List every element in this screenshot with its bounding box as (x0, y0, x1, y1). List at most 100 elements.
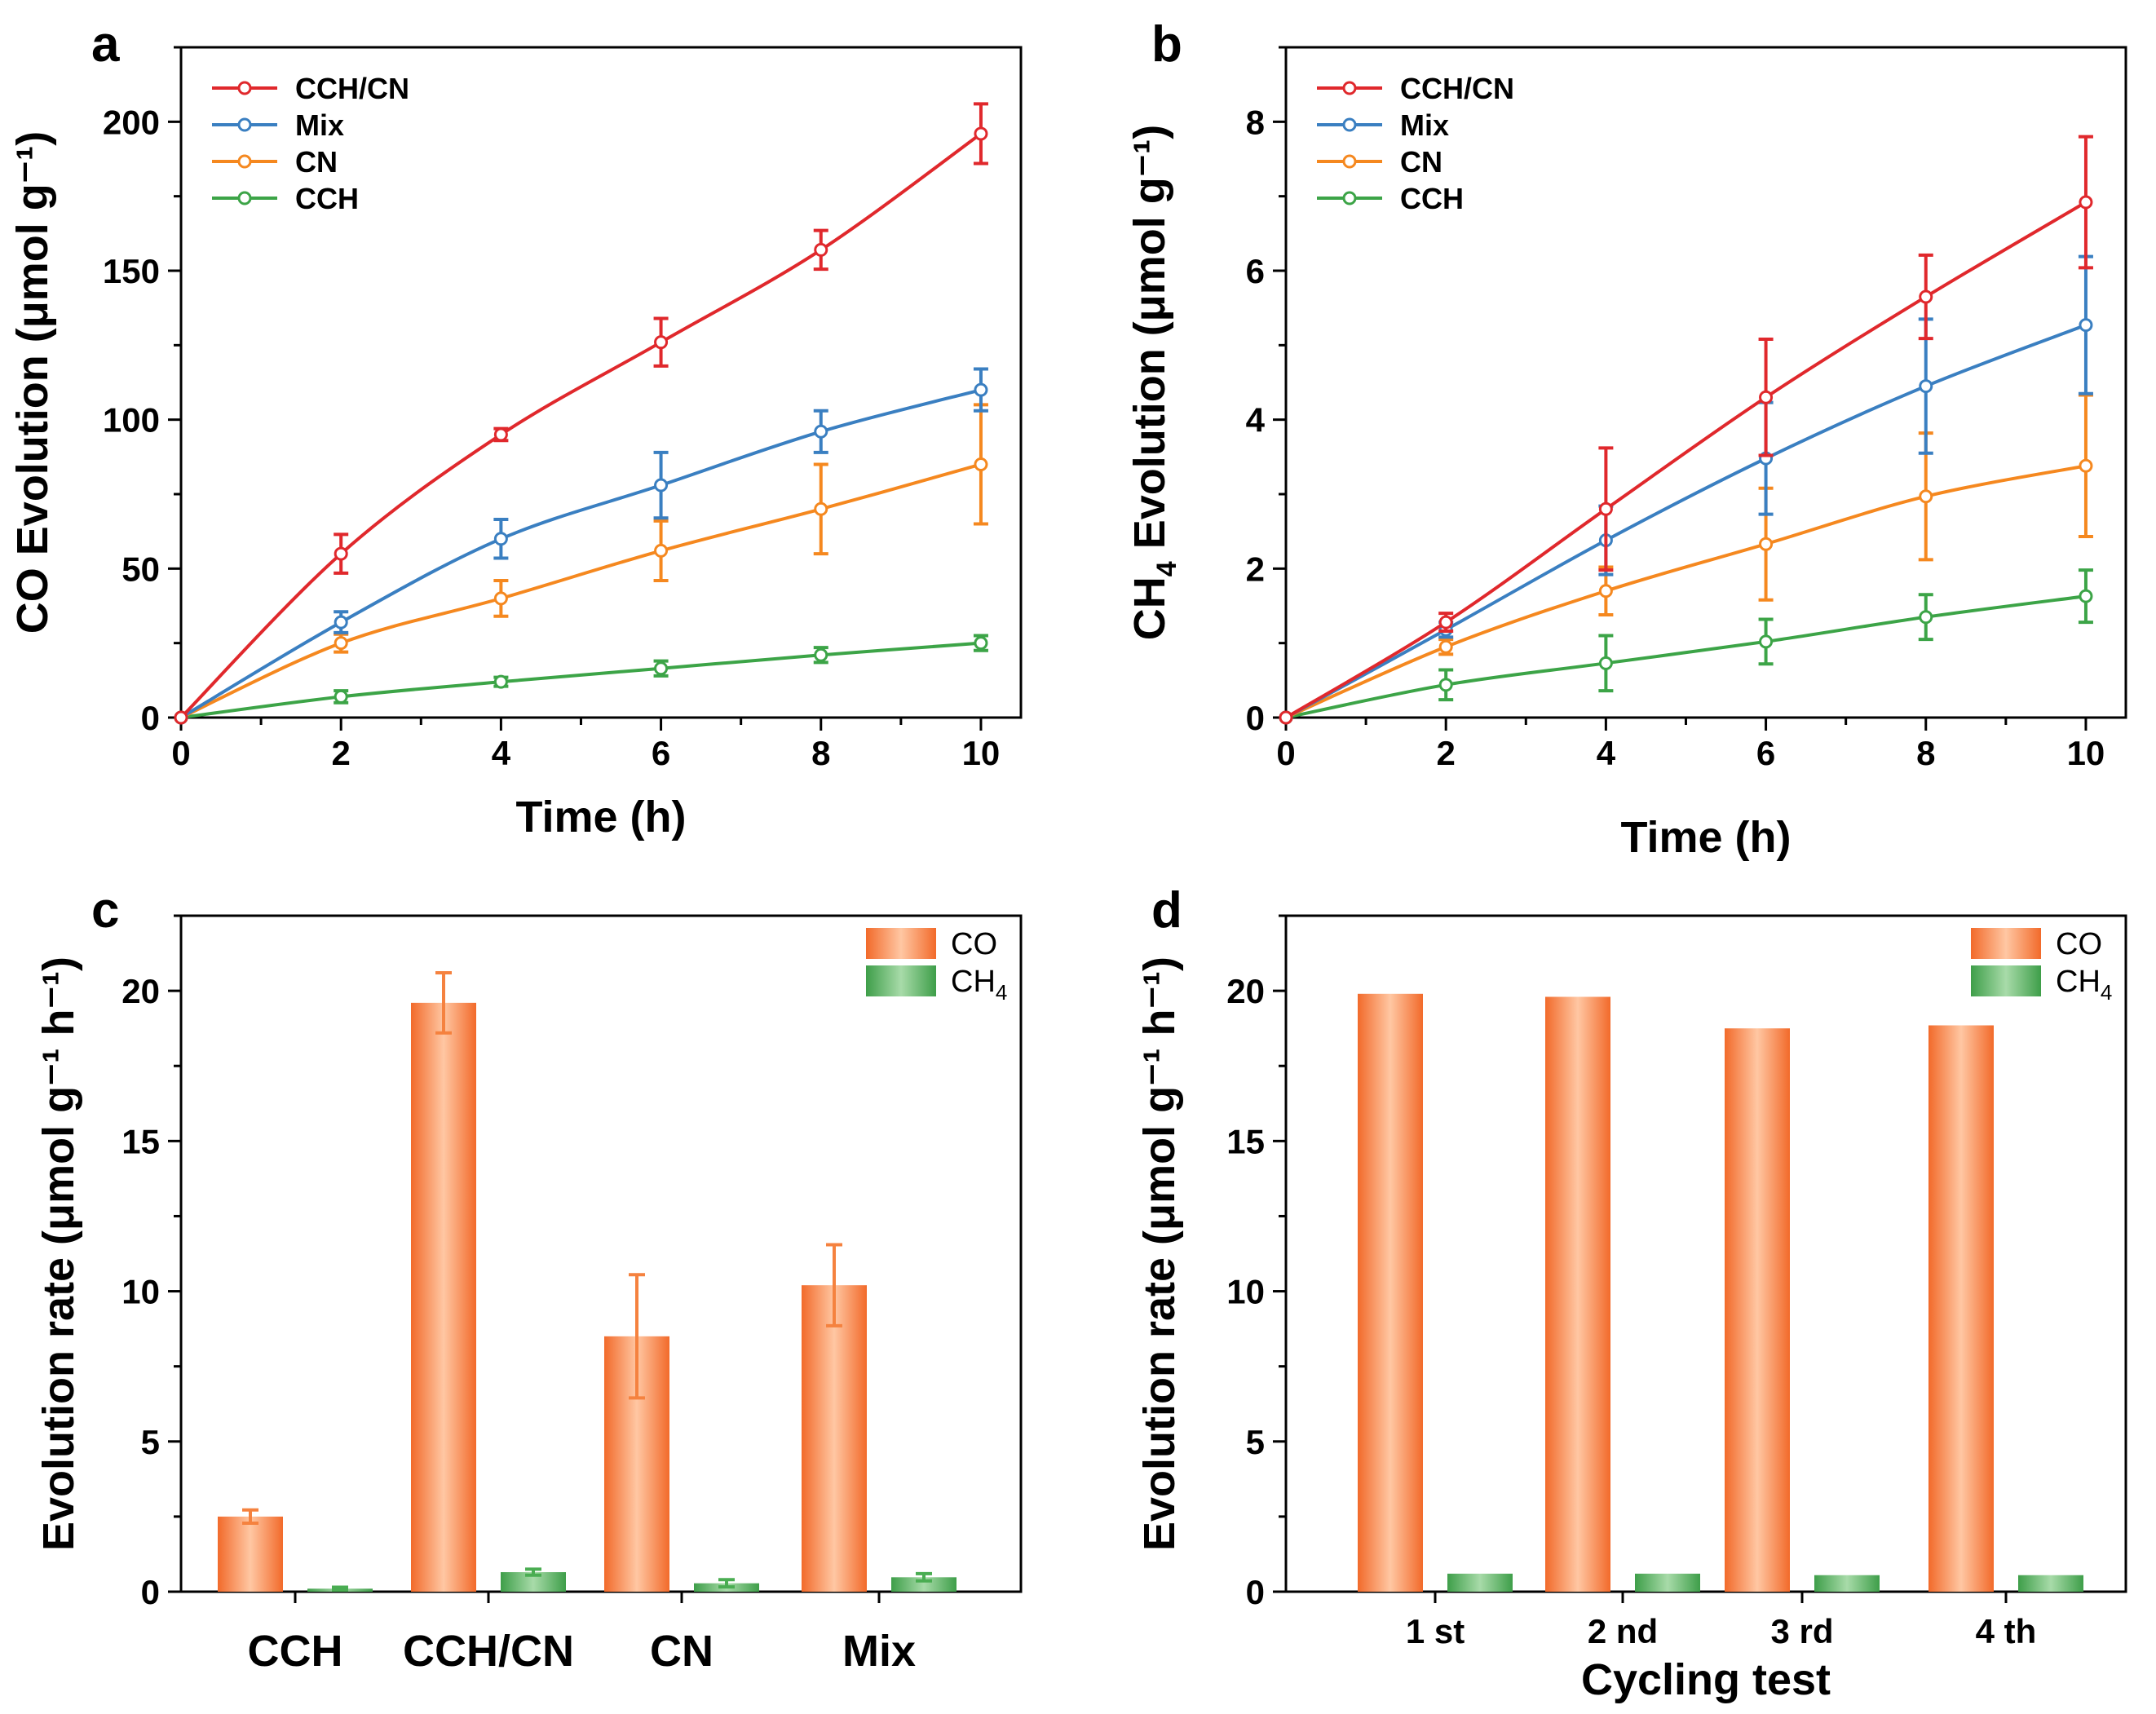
legend-label: CN (295, 145, 338, 179)
y-tick-label: 0 (141, 1573, 160, 1611)
legend-label: CCH (1400, 182, 1464, 215)
y-tick-label: 10 (1226, 1273, 1265, 1311)
y-tick-label: 100 (103, 401, 160, 440)
data-point (1438, 639, 1453, 654)
series-cch (1279, 568, 2093, 725)
x-category-label: 3 rd (1770, 1612, 1833, 1650)
data-point (334, 636, 348, 651)
data-point (654, 478, 669, 493)
y-tick-label: 6 (1246, 252, 1265, 290)
data-point (1279, 710, 1293, 725)
x-tick-label: 4 (1597, 734, 1616, 772)
panel-a: a 0 50 100 150 200 CO Evolution (μmol g⁻¹) 0 2 4 6… (8, 16, 1023, 842)
series-line (180, 462, 982, 719)
series-line (1284, 201, 2087, 719)
y-tick-label: 0 (141, 699, 160, 737)
data-point (493, 427, 508, 442)
x-tick-label: 10 (2067, 734, 2105, 772)
y-axis-title: CO Evolution (μmol g⁻¹) (8, 131, 57, 634)
data-point (1919, 379, 1933, 394)
data-point (814, 501, 828, 516)
x-tick-label: 0 (171, 734, 190, 772)
legend-swatch (1971, 928, 2041, 959)
x-category-label: Mix (842, 1627, 916, 1676)
data-point (974, 457, 988, 471)
series-co (1358, 993, 1994, 1592)
x-tick-label: 6 (1756, 734, 1775, 772)
y-tick-label: 8 (1246, 103, 1265, 141)
y-axis-title: Evolution rate (μmol g⁻¹ h⁻¹) (1135, 956, 1184, 1551)
series-co (218, 971, 867, 1592)
data-point (814, 242, 828, 257)
data-point (1919, 610, 1933, 625)
panel-b: b 0 2 4 6 8 CH4 Evolution (μmol g⁻¹) 0 2 4 6 8 10 Tim… (1125, 16, 2127, 862)
data-point (493, 532, 508, 546)
data-point (2079, 458, 2093, 473)
data-point (493, 674, 508, 689)
bar (891, 1577, 957, 1592)
legend-label: CH4 (2056, 965, 2112, 1005)
legend: CO CH4 (866, 927, 1007, 1005)
data-point (1759, 537, 1774, 551)
legend-marker (237, 191, 252, 205)
data-point (1438, 678, 1453, 692)
y-tick-label: 50 (121, 550, 160, 588)
legend-marker (237, 117, 252, 132)
plot-frame (1284, 914, 2127, 1593)
bar (411, 1002, 476, 1592)
series-line (180, 641, 982, 719)
bar (501, 1572, 566, 1592)
x-tick-label: 2 (1437, 734, 1456, 772)
data-point (1919, 489, 1933, 504)
x-axis-title: Time (h) (1620, 813, 1791, 862)
data-point (2079, 195, 2093, 210)
plot-frame (179, 46, 1023, 719)
y-tick-label: 15 (121, 1122, 160, 1160)
legend-swatch (1971, 965, 2041, 996)
x-category-label: 4 th (1976, 1612, 2037, 1650)
y-tick-label: 150 (103, 252, 160, 290)
data-point (974, 126, 988, 141)
panel-letter: d (1151, 882, 1182, 939)
x-category-label: 1 st (1406, 1612, 1465, 1650)
x-tick-label: 8 (1916, 734, 1935, 772)
bar (1725, 1028, 1790, 1592)
x-category-label: 2 nd (1588, 1612, 1658, 1650)
data-point (974, 636, 988, 651)
legend-label: CN (1400, 145, 1442, 179)
x-axis-title: Time (h) (515, 793, 686, 842)
y-tick-label: 20 (121, 972, 160, 1010)
series-cch-cn (174, 102, 988, 725)
series-ch4 (307, 1567, 957, 1593)
legend-label: Mix (295, 108, 344, 142)
data-point (654, 543, 669, 558)
legend-label: CCH/CN (1400, 72, 1514, 105)
bar (1358, 993, 1423, 1592)
series-line (1285, 323, 2087, 719)
legend-label: Mix (1400, 108, 1449, 142)
series-line (1285, 594, 2087, 719)
y-tick-label: 0 (1246, 1573, 1265, 1611)
legend-label: CH4 (951, 965, 1007, 1005)
legend-marker (237, 81, 252, 95)
legend-marker (237, 154, 252, 169)
y-axis-title: Evolution rate (μmol g⁻¹ h⁻¹) (34, 956, 83, 1551)
panel-d: d 0 5 10 15 20 Evolution rate (μmol g⁻¹ h⁻¹) 1 … (1135, 882, 2127, 1704)
bar (218, 1516, 283, 1592)
legend-marker (1342, 154, 1357, 169)
data-point (654, 661, 669, 676)
legend-marker (1342, 191, 1357, 205)
data-point (1759, 634, 1774, 649)
data-point (1598, 584, 1613, 599)
x-category-label: CCH (248, 1627, 343, 1676)
x-tick-label: 8 (811, 734, 830, 772)
x-tick-label: 10 (962, 734, 1001, 772)
legend-swatch (866, 928, 936, 959)
legend-label: CCH (295, 182, 359, 215)
panel-c: c 0 5 10 15 20 Evolution rate (μmol g⁻¹ h⁻¹) CC… (34, 882, 1023, 1676)
y-tick-label: 15 (1226, 1122, 1265, 1160)
bar (802, 1285, 867, 1592)
data-point (174, 710, 188, 725)
